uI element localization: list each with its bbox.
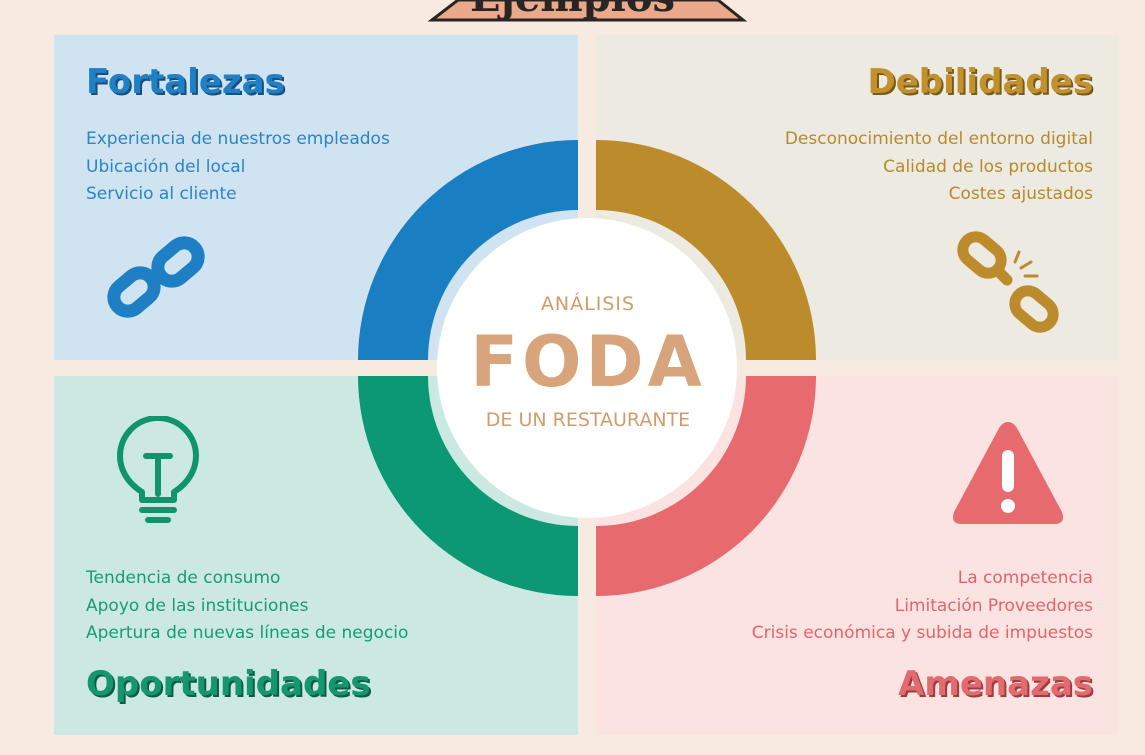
banner-ribbon	[427, 0, 748, 22]
lightbulb-icon	[117, 416, 199, 523]
amenazas-list: La competencia Limitación Proveedores Cr…	[752, 565, 1093, 648]
top-banner: Ejemplos	[0, 0, 1145, 30]
amenazas-item: La competencia	[957, 568, 1093, 588]
debilidades-title: Debilidades	[867, 62, 1094, 102]
ring-segment-fortalezas	[358, 140, 578, 360]
ring-segment-amenazas	[596, 376, 816, 596]
fortalezas-list: Experiencia de nuestros empleados Ubicac…	[86, 126, 390, 209]
link-chain-icon	[107, 236, 205, 318]
debilidades-item: Calidad de los productos	[883, 156, 1093, 177]
center-subtitle-top: ANÁLISIS	[540, 293, 636, 315]
ring-center-disc	[437, 218, 737, 518]
fortalezas-item: Ubicación del local	[86, 156, 246, 177]
ring-segment-debilidades	[596, 140, 816, 360]
debilidades-item: Costes ajustados	[948, 184, 1093, 204]
center-subtitle-bottom: DE UN RESTAURANTE	[485, 409, 691, 431]
oportunidades-item: Apoyo de las instituciones	[86, 595, 309, 616]
amenazas-item: Crisis económica y subida de impuestos	[751, 623, 1093, 643]
debilidades-item: Desconocimiento del entorno digital	[784, 129, 1093, 149]
warning-triangle-icon	[953, 422, 1063, 524]
fortalezas-item: Experiencia de nuestros empleados	[86, 129, 390, 149]
oportunidades-list: Tendencia de consumo Apoyo de las instit…	[86, 565, 408, 648]
broken-chain-icon	[957, 231, 1059, 333]
amenazas-item: Limitación Proveedores	[894, 595, 1093, 616]
fortalezas-item: Servicio al cliente	[86, 184, 237, 204]
oportunidades-title: Oportunidades	[86, 664, 371, 704]
amenazas-title: Amenazas	[898, 664, 1093, 704]
oportunidades-item: Tendencia de consumo	[86, 568, 281, 588]
debilidades-list: Desconocimiento del entorno digital Cali…	[785, 126, 1093, 209]
ring-segment-oportunidades	[358, 376, 578, 596]
center-title: FODA	[470, 321, 706, 403]
fortalezas-title: Fortalezas	[86, 62, 285, 102]
oportunidades-item: Apertura de nuevas líneas de negocio	[86, 623, 409, 643]
banner-title: Ejemplos	[0, 0, 1145, 18]
